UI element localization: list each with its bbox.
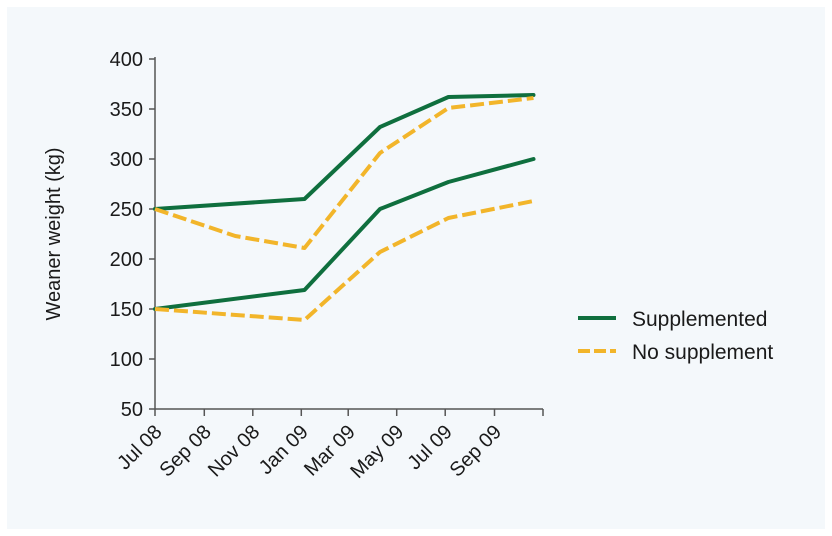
chart-panel (7, 7, 825, 529)
series-line-lower-supplemented (153, 157, 536, 311)
y-tick-label: 400 (110, 49, 143, 71)
y-axis-ticks: 50 100 150 200 250 300 350 400 (110, 49, 155, 421)
y-tick-label: 200 (110, 249, 143, 271)
x-tick-label: May 09 (346, 421, 408, 483)
y-tick-label: 100 (110, 349, 143, 371)
y-tick-label: 250 (110, 199, 143, 221)
series-line-lower-no-supplement (154, 199, 534, 322)
y-tick-label: 150 (110, 299, 143, 321)
y-tick-label: 350 (110, 99, 143, 121)
x-tick-label: Nov 08 (204, 421, 264, 481)
y-tick-label: 300 (110, 149, 143, 171)
legend-label: No supplement (632, 341, 773, 364)
series-line-upper-supplemented (153, 93, 536, 211)
series-line-upper-no-supplement (154, 96, 534, 250)
axes (154, 57, 543, 410)
y-axis-title: Weaner weight (kg) (43, 147, 65, 320)
x-tick-label: Sep 09 (446, 421, 506, 481)
x-tick-label: Sep 08 (155, 421, 215, 481)
legend-label: Supplemented (632, 308, 767, 331)
legend: Supplemented No supplement (578, 308, 773, 364)
y-tick-label: 50 (121, 399, 143, 421)
series-lines (153, 93, 536, 322)
